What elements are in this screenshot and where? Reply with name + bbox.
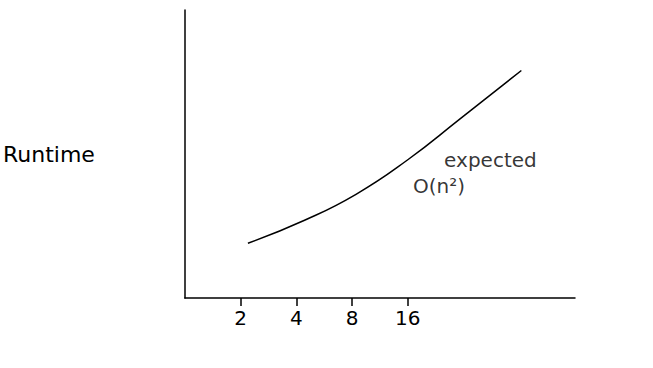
svg-text:8: 8 (346, 306, 359, 330)
svg-text:16: 16 (395, 306, 420, 330)
svg-text:Runtime: Runtime (3, 142, 95, 167)
svg-text:expected: expected (444, 148, 537, 172)
svg-text:4: 4 (290, 306, 303, 330)
svg-text:O(n²): O(n²) (413, 174, 465, 198)
svg-text:2: 2 (234, 306, 247, 330)
